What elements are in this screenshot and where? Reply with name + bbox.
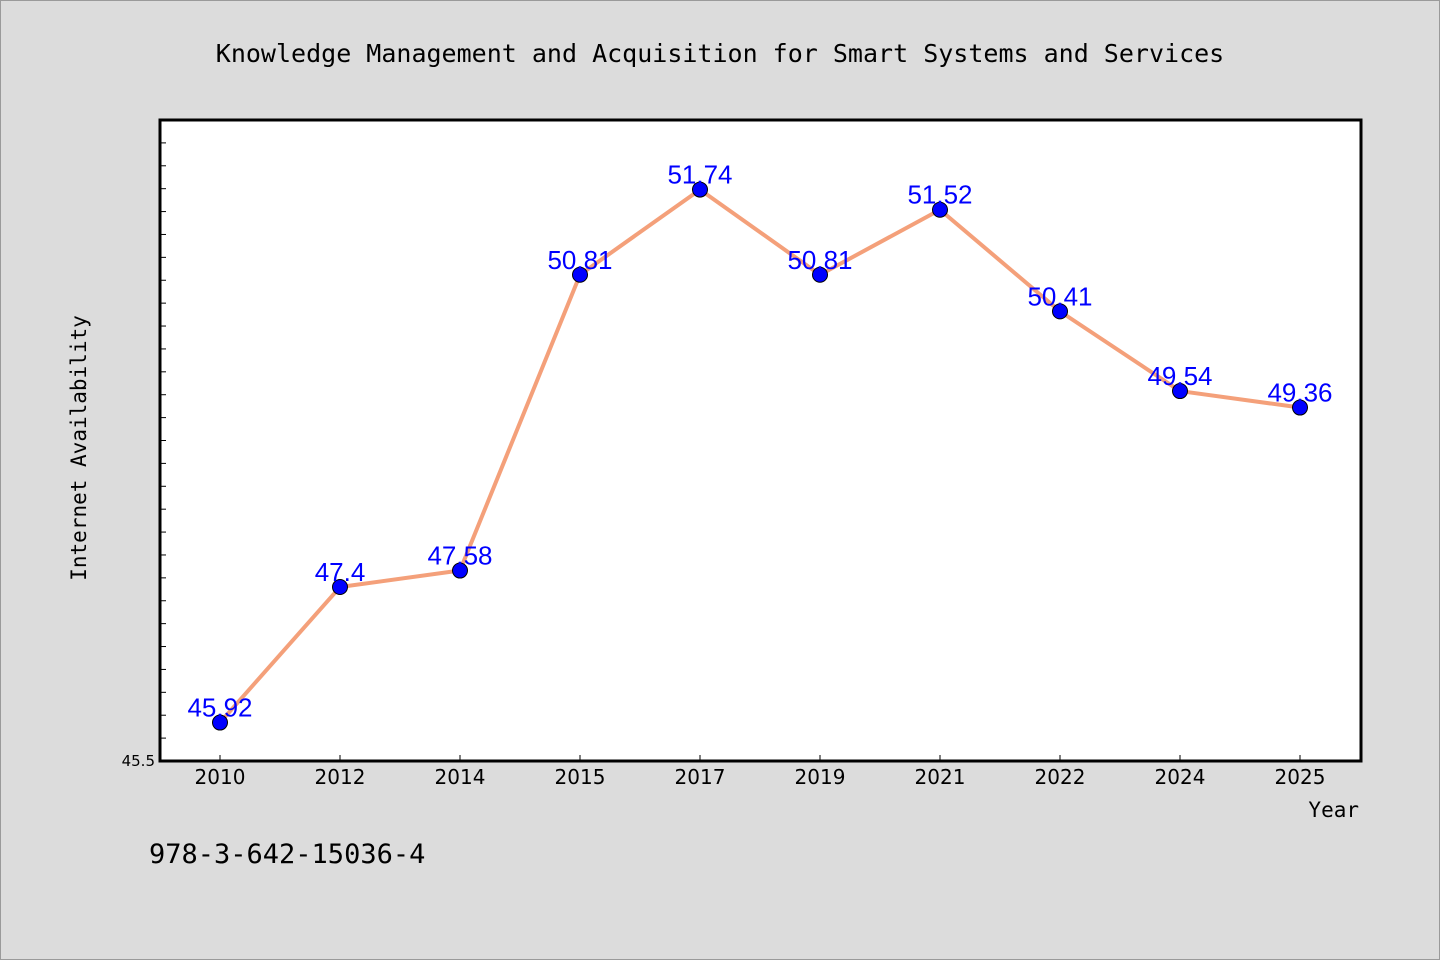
data-point <box>1172 383 1188 400</box>
data-label: 47.58 <box>427 541 492 571</box>
plot-area <box>158 118 1363 763</box>
y-axis-ticks: 45.5 <box>122 142 166 770</box>
data-label: 50.81 <box>547 245 612 275</box>
data-label: 49.36 <box>1267 378 1332 408</box>
x-tick-label: 2017 <box>675 765 726 789</box>
y-axis-label: Internet Availability <box>67 315 91 581</box>
x-axis-ticks: 2010 2012 2014 2015 2017 2019 2021 2022 2024 2025 <box>195 755 1326 789</box>
data-label: 49.54 <box>1147 361 1212 391</box>
series-group: 45.92 47.4 47.58 50.81 51.74 50.81 51.52 50.41 4… <box>187 160 1333 731</box>
x-tick-label: 2010 <box>195 765 246 789</box>
data-point <box>692 181 708 198</box>
data-label: 45.92 <box>187 693 252 723</box>
chart-title: Knowledge Management and Acquisition for… <box>216 39 1224 68</box>
x-tick-label: 2025 <box>1275 765 1326 789</box>
data-point <box>572 266 588 283</box>
data-label: 47.4 <box>315 557 366 587</box>
x-tick-label: 2019 <box>795 765 846 789</box>
x-tick-label: 2015 <box>555 765 606 789</box>
data-point <box>1292 399 1308 416</box>
data-label: 51.74 <box>667 160 732 190</box>
data-point <box>1052 303 1068 320</box>
data-point <box>452 562 468 579</box>
x-tick-label: 2014 <box>435 765 486 789</box>
data-point <box>812 266 828 283</box>
data-point <box>932 201 948 218</box>
data-point <box>212 714 228 731</box>
x-axis-label: Year <box>1308 798 1359 822</box>
y-tick-label: 45.5 <box>122 752 155 770</box>
data-point <box>332 579 348 596</box>
data-label: 51.52 <box>907 180 972 210</box>
data-label: 50.41 <box>1027 281 1092 311</box>
footnote-isbn: 978-3-642-15036-4 <box>149 839 425 870</box>
x-tick-label: 2012 <box>315 765 366 789</box>
data-label: 50.81 <box>787 245 852 275</box>
series-line <box>218 187 1301 724</box>
x-tick-label: 2024 <box>1155 765 1206 789</box>
x-tick-label: 2022 <box>1035 765 1086 789</box>
x-tick-label: 2021 <box>915 765 966 789</box>
